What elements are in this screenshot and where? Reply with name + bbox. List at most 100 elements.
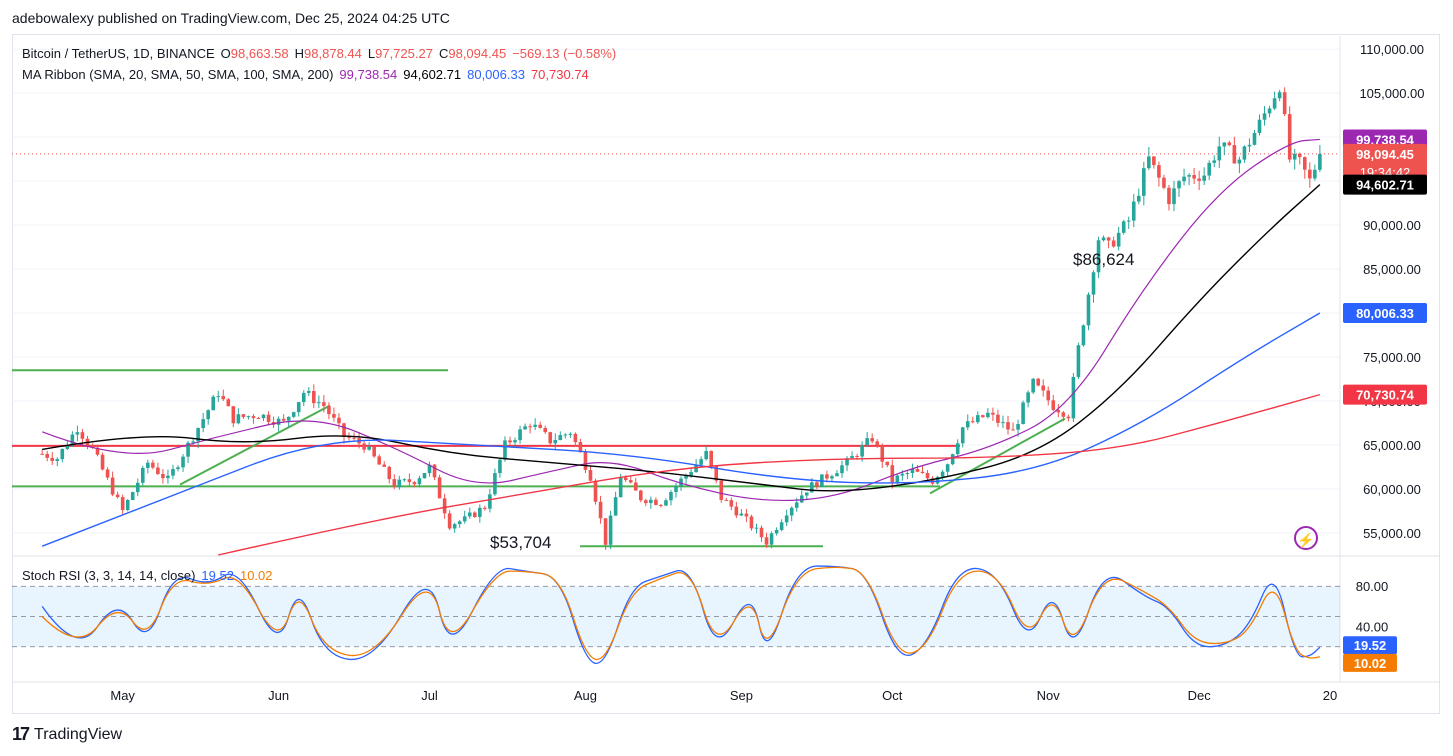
candle-body [1016,424,1020,430]
price-tick-label: 60,000.00 [1363,482,1421,497]
candle-body [457,521,462,525]
candle-body [649,499,653,504]
candle-body [1061,412,1066,417]
candle-body [1277,92,1282,99]
candle-body [60,448,65,460]
candle-body [1021,402,1025,425]
candle-body [553,440,558,444]
candle-body [890,465,895,483]
candle-body [870,438,874,442]
time-tick-label: Sep [730,688,753,703]
candle-body [1162,177,1166,188]
low-value: 97,725.27 [375,46,433,61]
candle-body [1051,400,1056,410]
candle-body [75,432,80,435]
candle-body [955,443,960,455]
candle-body [478,507,482,517]
candle-body [991,412,995,415]
candle-body [1026,392,1030,403]
candle-body [815,482,819,488]
candle-body [759,527,764,538]
lightning-icon[interactable]: ⚡ [1294,526,1318,550]
candle-body [306,391,311,393]
price-tick-label: 65,000.00 [1363,438,1421,453]
candle-body [437,477,442,499]
candle-body [196,428,200,442]
candle-body [1086,294,1091,326]
candle-body [276,418,281,425]
candle-body [794,502,799,508]
candle-body [799,495,804,503]
candle-body [920,471,925,474]
high-label: H [294,46,305,61]
candle-body [90,445,95,448]
candle-body [211,396,216,411]
candle-body [633,482,638,491]
candle-body [769,533,774,545]
candle-body [1106,237,1111,241]
candle-body [251,416,256,419]
candle-body [191,441,195,443]
candle-body [377,456,382,465]
candle-body [120,497,125,511]
candle-body [1207,162,1212,176]
candle-body [835,473,839,477]
stoch-d-line [41,566,1321,661]
candle-body [538,424,542,428]
candle-body [1041,385,1046,391]
candle-body [945,464,950,472]
candle-body [709,451,714,467]
candle-body [825,474,829,479]
stoch-d-tag-bg [1343,653,1397,672]
sma-100-line [41,312,1321,547]
candle-body [699,459,703,465]
candle-body [352,437,356,439]
candle-body [1287,114,1292,160]
ma-ribbon-legend: MA Ribbon (SMA, 20, SMA, 50, SMA, 100, S… [22,67,595,82]
candle-body [1066,416,1071,419]
candle-body [749,516,754,529]
candlesticks [40,87,1322,550]
annotation-high: $86,624 [1073,250,1134,269]
candle-body [296,402,301,413]
candle-body [181,456,185,468]
candle-body [1237,159,1242,164]
candle-body [1262,113,1267,120]
candle-body [1131,201,1136,221]
candle-body [1257,119,1262,133]
candle-body [925,473,930,479]
open-value: 98,663.58 [230,46,289,61]
price-tick-label: 75,000.00 [1363,350,1421,365]
candle-body [694,464,698,473]
candle-body [830,476,834,479]
candle-body [910,468,915,474]
candle-body [322,402,326,406]
candle-body [689,472,693,476]
ma20-tag: 99,738.54 [1356,132,1415,147]
candle-body [1282,92,1287,115]
close-tag: 98,094.45 [1356,147,1414,162]
candle-body [221,396,226,400]
candle-body [885,461,890,466]
candle-body [367,446,371,450]
candle-body [845,458,849,466]
candle-body [865,438,869,446]
candle-body [1272,98,1277,109]
candle-body [130,492,135,500]
candle-body [644,500,648,504]
candle-body [226,399,231,407]
candle-body [1242,146,1247,160]
candle-body [638,490,643,501]
candle-body [171,469,175,476]
close-tag-bg [1343,143,1427,182]
candle-body [372,446,376,457]
candle-body [1227,142,1232,146]
rsi-tick-label: 80.00 [1356,579,1389,594]
candle-body [608,515,613,545]
candle-body [513,440,517,443]
stoch-k-tag-bg [1343,636,1397,655]
candle-body [900,473,905,476]
candle-body [498,459,502,474]
ma20-value: 99,738.54 [339,67,398,82]
